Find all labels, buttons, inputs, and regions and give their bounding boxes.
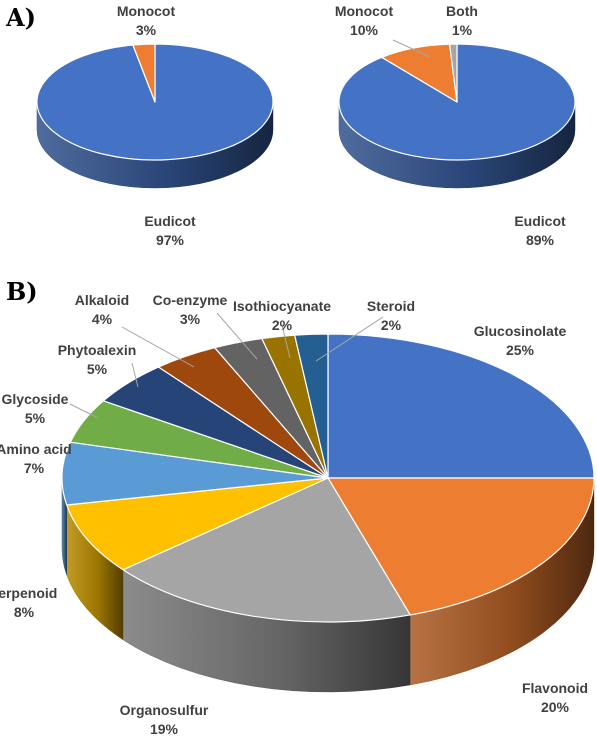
b-value-alkaloid: 4% [92, 311, 113, 327]
a2-side-shade-eudicot [339, 102, 575, 188]
a2-slice-monocot [381, 43, 458, 103]
b-label-co-enzyme: Co-enzyme [153, 292, 228, 308]
b-side-shade-terpenoid [66, 504, 124, 640]
a1-label-monocot: Monocot [117, 3, 176, 19]
a1-value-monocot: 3% [136, 22, 157, 38]
b-leader-glycoside [69, 403, 99, 419]
b-label-amino-acid: Amino acid [0, 441, 72, 457]
a2-value-monocot: 10% [350, 22, 379, 38]
b-value-amino-acid: 7% [24, 460, 45, 476]
a2-label-monocot: Monocot [335, 3, 394, 19]
b-value-organosulfur: 19% [150, 721, 179, 737]
b-value-co-enzyme: 3% [180, 311, 201, 327]
b-slice-amino-acid [61, 441, 329, 506]
b-side-shade-organosulfur [123, 569, 411, 692]
b-leader-isothiocyanate [281, 324, 291, 359]
a2-value-both: 1% [452, 22, 473, 38]
b-label-isothiocyanate: Isothiocyanate [233, 298, 331, 314]
b-label-glycoside: Glycoside [2, 391, 69, 407]
b-slice-organosulfur [122, 477, 411, 623]
b-label-alkaloid: Alkaloid [75, 292, 129, 308]
b-leader-steroid [315, 316, 384, 362]
b-value-glucosinolate: 25% [506, 342, 535, 358]
b-leader-phytoalexin [131, 362, 139, 388]
b-value-terpenoid: 8% [14, 604, 35, 620]
b-value-phytoalexin: 5% [87, 361, 108, 377]
panel-label-a: A) [5, 3, 36, 32]
a1-label-eudicot: Eudicot [144, 213, 196, 229]
b-slice-flavonoid [327, 477, 595, 616]
b-label-flavonoid: Flavonoid [522, 680, 588, 696]
a1-value-eudicot: 97% [156, 232, 185, 248]
b-value-isothiocyanate: 2% [272, 317, 293, 333]
b-slice-terpenoid [66, 477, 329, 571]
a2-leader-monocot [392, 39, 431, 58]
a2-value-eudicot: 89% [526, 232, 555, 248]
b-value-glycoside: 5% [25, 410, 46, 426]
b-label-terpenoid: Terpenoid [0, 585, 57, 601]
b-leader-co-enzyme [216, 312, 258, 360]
b-label-steroid: Steroid [367, 298, 415, 314]
a2-label-eudicot: Eudicot [514, 213, 566, 229]
a1-slice-monocot [132, 43, 156, 103]
b-label-glucosinolate: Glucosinolate [474, 323, 567, 339]
panel-label-b: B) [6, 277, 38, 306]
a2-slice-both [448, 43, 458, 103]
b-label-phytoalexin: Phytoalexin [58, 342, 137, 358]
b-leader-alkaloid [121, 326, 195, 368]
b-slice-glucosinolate [327, 333, 595, 479]
a2-label-both: Both [446, 3, 478, 19]
b-value-flavonoid: 20% [541, 699, 570, 715]
b-side-shade-flavonoid [410, 478, 594, 685]
b-value-steroid: 2% [381, 317, 402, 333]
a1-side-shade-eudicot [37, 102, 273, 188]
b-slice-steroid [294, 333, 329, 479]
b-label-organosulfur: Organosulfur [120, 702, 209, 718]
